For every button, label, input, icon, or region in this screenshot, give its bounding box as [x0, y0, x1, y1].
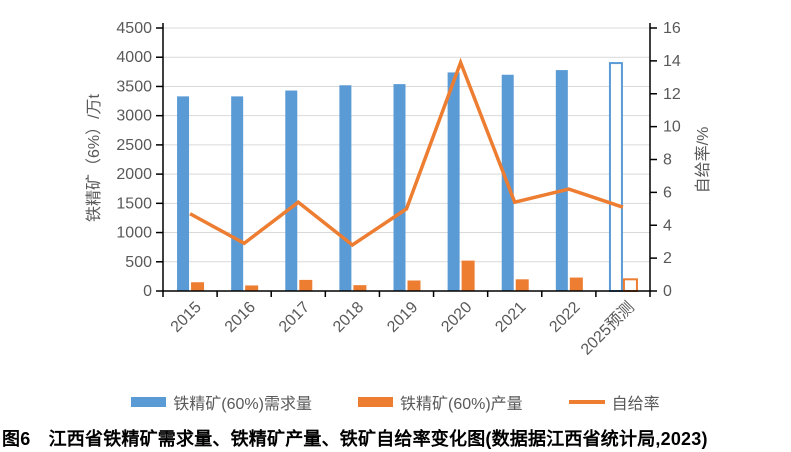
right-axis-tick-label-2: 2 [663, 250, 672, 267]
chart-legend: 铁精矿(60%)需求量 铁精矿(60%)产量 自给率 [0, 391, 791, 413]
x-axis-label-2017: 2017 [276, 299, 313, 336]
bar-demand-2018 [339, 85, 352, 291]
legend-item-production: 铁精矿(60%)产量 [357, 390, 523, 414]
bar-demand-2025预测 [608, 62, 623, 292]
legend-swatch-production [357, 397, 393, 407]
left-axis-tick-label-0: 0 [143, 283, 152, 300]
bar-demand-2015 [177, 96, 190, 291]
x-axis-label-2015: 2015 [168, 299, 205, 336]
gridlines [163, 27, 650, 263]
right-axis-tick-label-10: 10 [663, 119, 681, 136]
left-axis-tick-label-2000: 2000 [116, 166, 152, 183]
left-axis-tick-label-3000: 3000 [116, 108, 152, 125]
bar-demand-2020 [447, 72, 460, 291]
figure-caption: 图6 江西省铁精矿需求量、铁精矿产量、铁矿自给率变化图(数据据江西省统计局,20… [2, 429, 708, 449]
bar-production-2018 [353, 285, 367, 291]
x-axis-label-2018: 2018 [330, 299, 367, 336]
right-axis-tick-label-0: 0 [663, 283, 672, 300]
bar-demand-2017 [285, 90, 298, 291]
left-axis-tick-label-3500: 3500 [116, 78, 152, 95]
demand-bars [177, 62, 623, 292]
bar-production-2015 [191, 282, 205, 291]
legend-swatch-self-sufficiency-line [568, 400, 605, 404]
right-axis-tick-label-14: 14 [663, 53, 681, 70]
bar-production-2019 [407, 280, 421, 291]
right-axis-tick-label-16: 16 [663, 20, 681, 37]
left-axis-tick-label-2500: 2500 [116, 137, 152, 154]
right-axis-tick-label-4: 4 [663, 217, 672, 234]
left-axis-tick-label-1500: 1500 [116, 195, 152, 212]
chart-svg: 0 500 1000 1500 2000 2500 3000 3500 4000 4500 0 2 4 6… [85, 20, 712, 359]
legend-label-self-sufficiency: 自给率 [611, 396, 660, 413]
axes [156, 23, 657, 297]
bar-production-2021 [515, 279, 529, 291]
bar-demand-2022 [555, 70, 568, 291]
bar-production-2025预测 [622, 278, 638, 292]
bar-demand-2016 [231, 96, 244, 291]
left-axis-tick-label-4000: 4000 [116, 49, 152, 66]
left-axis-title: 铁精矿（6%）/万t [85, 93, 103, 222]
right-axis-tick-label-8: 8 [663, 152, 672, 169]
right-axis-title: 自给率/% [694, 127, 712, 194]
legend-label-demand: 铁精矿(60%)需求量 [173, 396, 312, 413]
bar-production-2022 [569, 277, 583, 291]
x-axis-label-2016: 2016 [222, 299, 259, 336]
production-bars [191, 260, 638, 292]
left-axis-tick-label-4500: 4500 [116, 20, 152, 37]
left-axis-tick-label-500: 500 [125, 254, 152, 271]
x-axis-label-2025预测: 2025预测 [577, 298, 638, 359]
legend-item-self-sufficiency: 自给率 [568, 390, 660, 414]
legend-item-demand: 铁精矿(60%)需求量 [131, 390, 312, 414]
right-axis-tick-label-12: 12 [663, 86, 681, 103]
bar-production-2017 [299, 279, 313, 291]
x-axis-label-2019: 2019 [384, 299, 421, 336]
bar-production-2016 [245, 285, 259, 291]
left-axis-tick-label-1000: 1000 [116, 225, 152, 242]
bar-production-2020 [461, 260, 475, 291]
right-axis-tick-label-6: 6 [663, 184, 672, 201]
x-axis-label-2022: 2022 [546, 299, 583, 336]
x-axis-label-2021: 2021 [492, 299, 529, 336]
legend-swatch-demand [131, 397, 167, 407]
legend-label-production: 铁精矿(60%)产量 [399, 396, 523, 413]
bar-demand-2019 [393, 84, 406, 292]
self-sufficiency-line [189, 57, 624, 248]
x-axis-label-2020: 2020 [438, 299, 475, 336]
